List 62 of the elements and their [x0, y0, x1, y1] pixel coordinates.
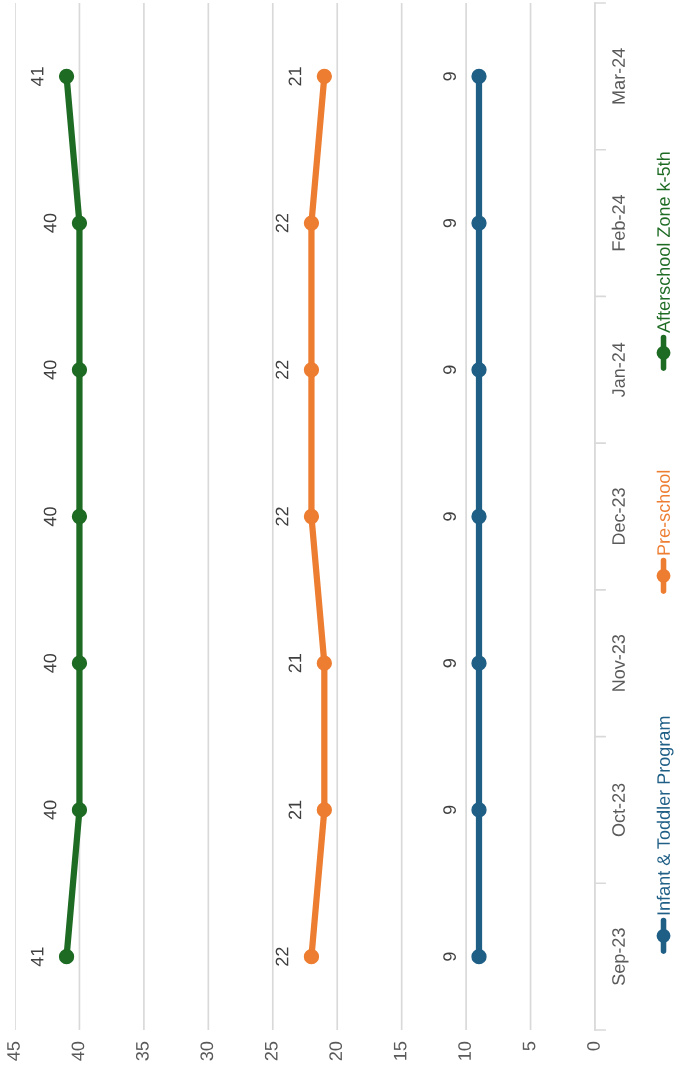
- x-tick-label: 30: [200, 1041, 214, 1061]
- point: [71, 215, 88, 231]
- data-label: 22: [275, 360, 289, 379]
- data-label: 9: [443, 512, 456, 521]
- point: [58, 949, 75, 965]
- point: [303, 508, 320, 525]
- point: [71, 508, 88, 525]
- data-label: 21: [288, 800, 302, 820]
- point: [471, 802, 487, 818]
- y-tick-label: Oct-23: [612, 783, 625, 837]
- data-label: 22: [275, 947, 289, 966]
- y-tick-label: Mar-24: [612, 48, 625, 104]
- data-label: 40: [43, 213, 57, 233]
- x-tick-label: 25: [264, 1041, 278, 1061]
- data-label: 9: [443, 72, 456, 81]
- point: [71, 655, 88, 671]
- text: Infant & Toddler Program: [656, 716, 674, 915]
- point: [316, 68, 332, 84]
- point: [58, 68, 75, 84]
- data-label: 22: [275, 507, 289, 526]
- point: [471, 362, 487, 378]
- data-label: 40: [43, 360, 57, 380]
- y-tick-label: Nov-23: [612, 634, 625, 691]
- point: [303, 949, 320, 965]
- y-tick-label: Sep-23: [612, 928, 629, 985]
- data-label: 9: [443, 805, 456, 815]
- data-label: 41: [30, 67, 44, 86]
- point: [303, 215, 320, 231]
- data-label: 41: [30, 947, 44, 967]
- y-tick-label: Jan-24: [612, 342, 625, 398]
- point: [471, 655, 487, 671]
- point: [471, 508, 487, 525]
- data-label: 40: [43, 800, 57, 820]
- point: [71, 802, 88, 818]
- data-label: 21: [288, 67, 302, 86]
- x-tick-label: 35: [135, 1041, 149, 1061]
- point: [316, 655, 332, 671]
- x-tick-label: 15: [393, 1041, 407, 1060]
- text: Pre-school: [656, 470, 670, 555]
- x-tick-label: 45: [7, 1041, 20, 1061]
- data-label: 22: [275, 213, 289, 233]
- point: [471, 949, 487, 965]
- data-label: 9: [443, 365, 456, 374]
- point: [316, 802, 332, 818]
- data-label: 9: [443, 218, 456, 228]
- x-tick-label: 5: [522, 1041, 536, 1051]
- data-label: 9: [443, 952, 456, 961]
- x-tick-label: 20: [329, 1041, 343, 1061]
- point: [303, 362, 320, 378]
- data-label: 21: [288, 654, 302, 673]
- point: [471, 215, 487, 231]
- x-tick-label: 0: [587, 1041, 600, 1051]
- point: [471, 68, 487, 84]
- y-tick-label: Dec-23: [612, 488, 625, 545]
- data-label: 40: [43, 507, 57, 527]
- x-tick-label: 10: [458, 1041, 471, 1060]
- data-label: 40: [43, 653, 57, 673]
- x-tick-label: 40: [71, 1041, 85, 1061]
- text: Afterschool Zone k-5th: [656, 152, 670, 333]
- data-label: 9: [443, 659, 456, 668]
- point: [71, 362, 88, 378]
- y-tick-label: Feb-24: [611, 194, 625, 251]
